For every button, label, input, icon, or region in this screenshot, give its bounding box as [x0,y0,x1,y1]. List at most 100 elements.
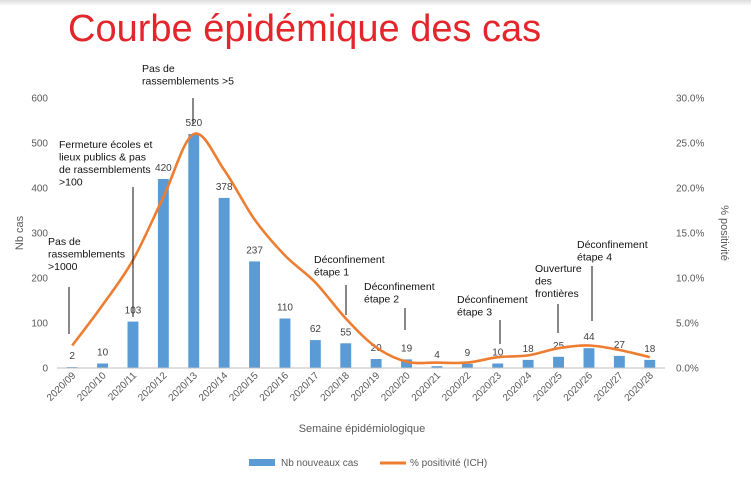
x-tick-label: 2020/11 [106,370,139,403]
bar-value-label: 55 [340,327,352,338]
annotation-text: Fermeture écoles et [59,139,152,151]
annotation-text: Pas de [142,63,175,75]
legend-label-bar: Nb nouveaux cas [281,458,358,469]
bar [127,321,139,368]
y2-tick-label: 0.0% [676,364,699,375]
x-tick-label: 2020/15 [227,370,261,404]
top-shadow-bar [0,0,751,6]
bar [583,348,595,368]
bar [461,363,473,368]
bar [249,261,260,368]
bar-value-label: 2 [69,351,75,362]
y2-tick-label: 15.0% [676,229,704,240]
y-tick-label: 500 [31,139,48,150]
x-tick-label: 2020/24 [501,370,535,404]
annotation-text: Déconfinement [577,239,648,251]
y-tick-label: 200 [31,274,48,285]
bar-value-label: 9 [465,348,471,359]
y2-tick-label: 25.0% [676,139,704,150]
annotation-text: rassemblements [48,249,125,261]
x-tick-label: 2020/13 [167,370,201,404]
bar-value-label: 10 [492,348,504,359]
x-tick-label: 2020/16 [258,370,292,404]
x-axis-title: Semaine épidémiologique [299,423,426,435]
bar-value-label: 25 [553,341,565,352]
annotation-text: Déconfinement [314,254,385,266]
annotation-text: >1000 [48,261,78,273]
annotation-text: rassemblements >5 [142,76,234,88]
bar [309,340,321,368]
annotation-text: >100 [59,177,83,189]
page-title: Courbe épidémique des cas [68,8,542,50]
bar-value-label: 27 [614,340,626,351]
bar [157,179,169,368]
x-tick-label: 2020/28 [623,370,657,404]
bar-value-label: 44 [583,332,595,343]
x-tick-label: 2020/27 [592,370,626,404]
bar [431,366,443,368]
bar-value-label: 18 [523,344,535,355]
x-tick-label: 2020/22 [440,370,474,404]
x-tick-label: 2020/23 [471,370,505,404]
y2-tick-label: 20.0% [676,184,704,195]
bar [370,359,382,368]
bar-value-label: 237 [246,245,263,256]
annotation-text: des [535,276,552,288]
y-axis-left-title: Nb cas [14,215,26,250]
y2-tick-label: 10.0% [676,274,704,285]
bar-value-label: 420 [155,163,172,174]
legend: Nb nouveaux cas % positivité (ICH) [249,458,487,469]
bar-value-label: 62 [310,324,322,335]
bar [522,359,534,368]
annotation-text: Ouverture [535,263,582,275]
x-tick-label: 2020/19 [349,370,383,404]
annotation-text: étape 4 [577,252,612,264]
annotation-text: Pas de [48,236,81,248]
x-tick-label: 2020/21 [410,370,444,404]
bar-value-label: 18 [644,344,656,355]
y-axis-left-ticks: 0 100 200 300 400 500 600 [31,94,48,375]
legend-label-line: % positivité (ICH) [410,458,487,469]
bar-value-label: 4 [434,350,440,361]
bar [613,355,625,368]
x-tick-label: 2020/14 [197,370,231,404]
bar-value-label: 19 [401,343,413,354]
x-axis-ticks: 2020/092020/102020/112020/122020/132020/… [45,370,656,404]
annotation-leaders [68,98,593,344]
x-tick-label: 2020/25 [531,370,565,404]
annotation-text: étape 2 [364,294,399,306]
annotation-text: étape 1 [314,267,349,279]
legend-swatch-bar [249,459,275,466]
y2-tick-label: 30.0% [676,94,704,105]
bar [188,134,200,368]
bar-value-label: 110 [277,303,293,314]
y-tick-label: 100 [31,319,48,330]
bar [97,363,108,368]
x-tick-label: 2020/09 [45,370,79,404]
x-tick-label: 2020/26 [562,370,596,404]
annotation-text: Déconfinement [457,294,528,306]
x-tick-label: 2020/10 [75,370,109,404]
y2-tick-label: 5.0% [676,319,699,330]
bar-series [66,134,656,369]
x-tick-label: 2020/12 [136,370,170,404]
bar [401,359,412,368]
line-series [71,132,651,365]
y-tick-label: 400 [31,184,48,195]
positivity-line [71,132,651,365]
annotation-text: étape 3 [457,307,492,319]
y-axis-right-ticks: 0.0% 5.0% 10.0% 15.0% 20.0% 25.0% 30.0% [676,94,704,375]
x-tick-label: 2020/18 [319,370,353,404]
bar-value-label: 378 [216,182,233,193]
annotation-text: lieux publics & pas [59,152,146,164]
bar [340,343,352,369]
bar-value-label: 10 [97,348,109,359]
bar [553,356,564,369]
bar [644,359,656,368]
y-tick-label: 300 [31,229,48,240]
y-axis-right-title: % positivité [718,205,730,261]
bar [218,197,230,368]
